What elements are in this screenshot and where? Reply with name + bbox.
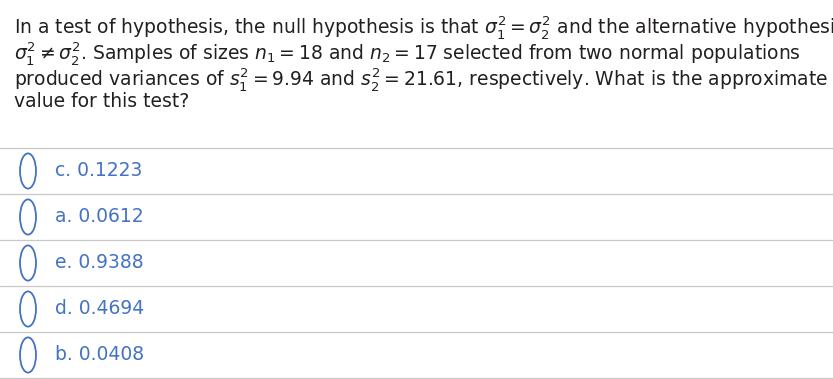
- Text: c. 0.1223: c. 0.1223: [55, 161, 142, 180]
- Text: a. 0.0612: a. 0.0612: [55, 207, 143, 227]
- Text: e. 0.9388: e. 0.9388: [55, 254, 143, 273]
- Text: b. 0.0408: b. 0.0408: [55, 346, 144, 365]
- Text: In a test of hypothesis, the null hypothesis is that $\sigma_1^2 = \sigma_2^2$ a: In a test of hypothesis, the null hypoth…: [14, 14, 833, 41]
- Text: produced variances of $s_1^2 = 9.94$ and $s_2^2 = 21.61$, respectively. What is : produced variances of $s_1^2 = 9.94$ and…: [14, 66, 833, 93]
- Text: value for this test?: value for this test?: [14, 92, 189, 111]
- Text: d. 0.4694: d. 0.4694: [55, 299, 144, 318]
- Text: $\sigma_1^2 \neq \sigma_2^2$. Samples of sizes $n_1 = 18$ and $n_2 = 17$ selecte: $\sigma_1^2 \neq \sigma_2^2$. Samples of…: [14, 40, 801, 67]
